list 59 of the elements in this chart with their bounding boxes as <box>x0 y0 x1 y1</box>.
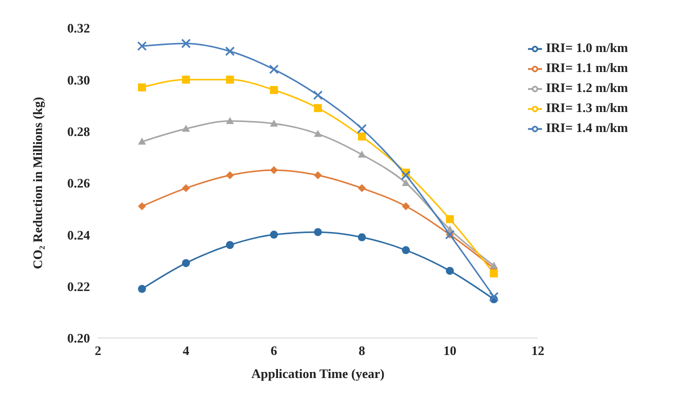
point <box>401 170 411 180</box>
point <box>138 138 146 145</box>
point <box>402 179 410 186</box>
y-axis-title: CO₂ Reduction in Millions (kg) <box>30 96 45 270</box>
point <box>446 215 454 224</box>
legend-label: IRI= 1.4 m/km <box>546 120 628 135</box>
point <box>358 150 366 158</box>
point <box>490 262 498 269</box>
point <box>138 284 146 293</box>
point <box>446 266 454 275</box>
legend-label: IRI= 1.2 m/km <box>546 80 628 95</box>
point <box>182 184 190 192</box>
point <box>358 233 366 242</box>
point <box>269 64 279 74</box>
point <box>314 130 322 137</box>
point <box>358 132 366 140</box>
point <box>138 202 146 210</box>
legend-label: IRI= 1.0 m/km <box>546 40 628 55</box>
x-tick-label: 10 <box>443 343 456 358</box>
y-tick-label: 0.30 <box>67 72 90 88</box>
point <box>489 292 499 302</box>
point <box>225 46 235 56</box>
x-tick-label: 6 <box>270 343 278 358</box>
point <box>314 228 322 236</box>
point <box>270 230 278 239</box>
point <box>270 120 278 127</box>
point <box>402 246 410 254</box>
point <box>226 171 234 180</box>
point <box>138 83 146 92</box>
point <box>270 166 278 174</box>
y-tick-label: 0.20 <box>67 330 90 346</box>
point <box>314 171 322 180</box>
point <box>226 117 234 124</box>
x-tick-label: 12 <box>531 343 544 358</box>
point <box>182 259 190 268</box>
legend-label: IRI= 1.3 m/km <box>546 100 628 115</box>
point <box>226 241 234 249</box>
point <box>226 76 234 84</box>
point <box>357 124 367 134</box>
point <box>402 202 410 210</box>
point <box>182 76 190 84</box>
y-tick-label: 0.24 <box>67 227 90 242</box>
x-tick-label: 4 <box>182 343 190 358</box>
point <box>490 269 498 278</box>
point <box>182 124 190 132</box>
point <box>137 41 147 51</box>
point <box>314 104 322 112</box>
point <box>358 184 366 192</box>
x-axis-title: Application Time (year) <box>251 366 384 381</box>
point <box>270 86 278 94</box>
y-tick-label: 0.28 <box>67 124 90 139</box>
point <box>181 38 191 48</box>
y-tick-label: 0.22 <box>67 278 90 294</box>
point <box>313 90 323 100</box>
y-tick-label: 0.26 <box>67 176 90 191</box>
x-tick-label: 2 <box>94 343 102 358</box>
legend-label: IRI= 1.1 m/km <box>546 60 628 75</box>
x-tick-label: 8 <box>358 343 366 358</box>
y-tick-label: 0.32 <box>67 20 90 36</box>
